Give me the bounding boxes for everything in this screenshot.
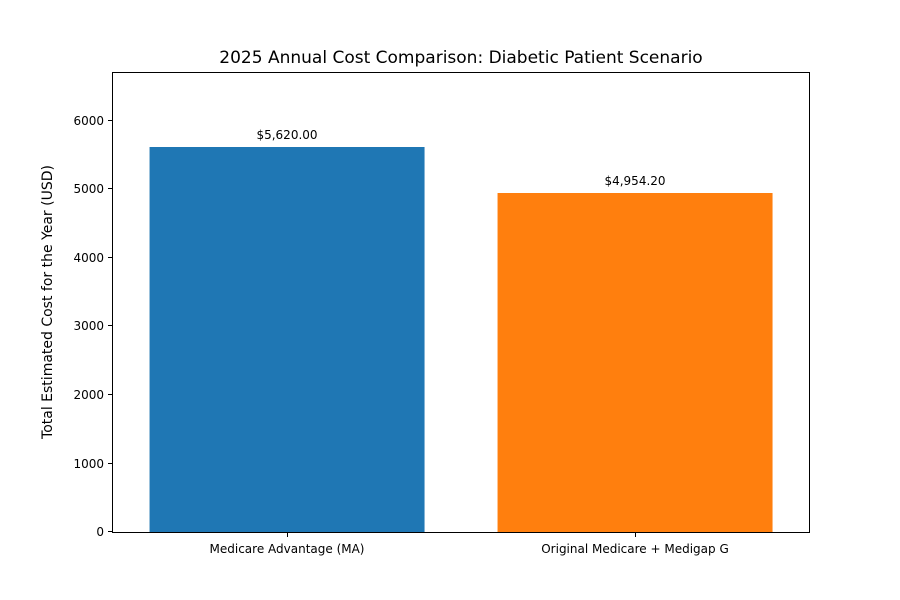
y-tick-mark bbox=[108, 531, 113, 532]
x-tick-mark bbox=[287, 532, 288, 537]
bar-value-label: $4,954.20 bbox=[604, 173, 666, 188]
y-tick-label: 5000 bbox=[73, 182, 104, 197]
y-tick-mark bbox=[108, 188, 113, 190]
x-tick-mark bbox=[635, 532, 636, 537]
y-tick-label: 0 bbox=[96, 525, 104, 539]
y-tick-mark bbox=[108, 119, 113, 121]
bar-slot: $5,620.00 Medicare Advantage (MA) bbox=[113, 73, 461, 556]
y-tick-label: 3000 bbox=[73, 319, 104, 334]
y-tick-mark bbox=[108, 325, 113, 327]
bar-medicare-advantage: $5,620.00 bbox=[149, 128, 425, 532]
bars-row: $5,620.00 Medicare Advantage (MA) $4,954.2… bbox=[113, 73, 809, 556]
bar-original-medicare-medigap: $4,954.20 bbox=[497, 174, 773, 532]
plot-area: 0 1000 2000 3000 4000 5000 6000 $5,620.00 Medic… bbox=[73, 72, 810, 556]
chart-title: 2025 Annual Cost Comparison: Diabetic Pa… bbox=[219, 48, 703, 68]
bar-slot: $4,954.20 Original Medicare + Medigap G bbox=[461, 73, 809, 556]
x-tick-label: Original Medicare + Medigap G bbox=[541, 542, 729, 556]
x-tick-label: Medicare Advantage (MA) bbox=[209, 542, 365, 556]
bar-value-label: $5,620.00 bbox=[256, 128, 318, 142]
y-tick-mark bbox=[108, 394, 113, 395]
y-axis-label: Total Estimated Cost for the Year (USD) bbox=[40, 165, 56, 439]
y-tick-label: 1000 bbox=[73, 456, 104, 471]
y-tick-mark bbox=[108, 256, 113, 258]
y-tick-label: 2000 bbox=[73, 388, 104, 402]
y-tick-label: 6000 bbox=[73, 113, 104, 128]
y-tick-mark bbox=[108, 462, 113, 464]
y-tick-label: 4000 bbox=[73, 250, 104, 265]
